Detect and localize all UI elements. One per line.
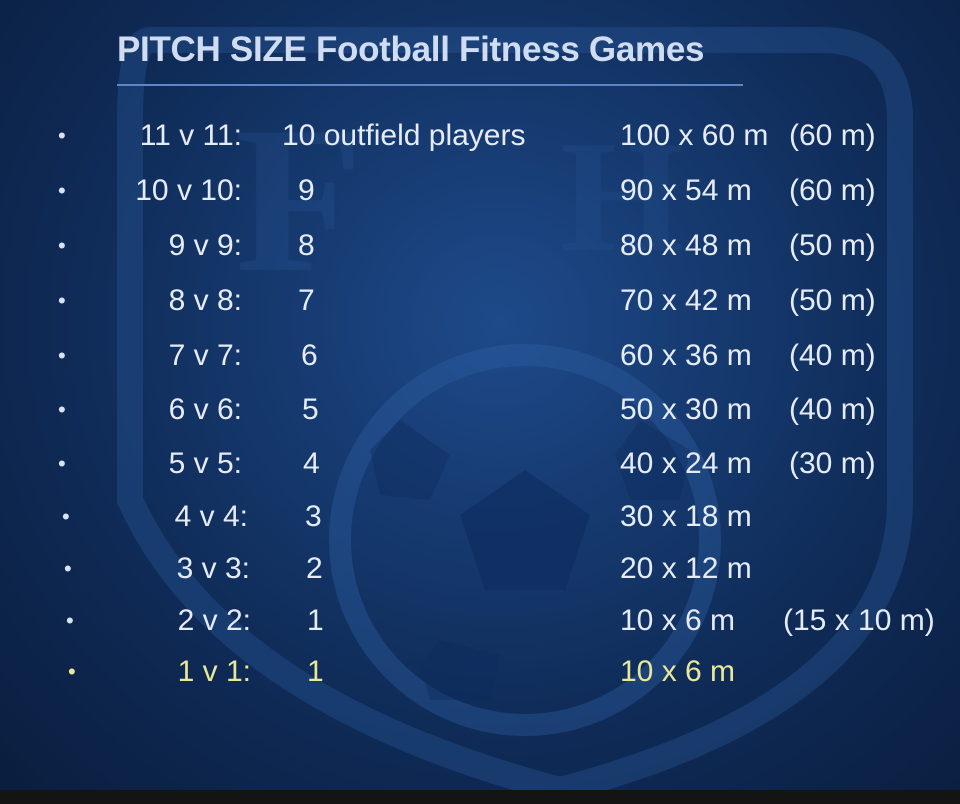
alt-size: (40 m) <box>789 339 876 372</box>
pitch-size: 80 x 48 m <box>620 229 752 262</box>
pitch-size: 50 x 30 m <box>620 393 752 426</box>
match-format: 8 v 8: <box>168 284 242 317</box>
pitch-size: 10 x 6 m <box>620 655 736 688</box>
match-format: 5 v 5: <box>168 447 242 480</box>
match-format: 4 v 4: <box>174 500 248 533</box>
match-format: 10 v 10: <box>135 174 242 207</box>
screen-bezel <box>0 790 960 804</box>
pitch-size: 20 x 12 m <box>620 552 752 585</box>
list-item: • 8 v 8: 7 70 x 42 m (50 m) <box>0 281 960 321</box>
outfield-players: 2 <box>306 552 323 585</box>
alt-size: (50 m) <box>789 229 876 262</box>
bullet: • <box>62 504 70 529</box>
pitch-size: 40 x 24 m <box>620 447 752 480</box>
list-item: • 3 v 3: 2 20 x 12 m <box>0 549 960 589</box>
outfield-players: 4 <box>303 447 320 480</box>
outfield-players: 5 <box>302 393 319 426</box>
match-format: 1 v 1: <box>177 655 251 688</box>
list-item: • 10 v 10: 9 90 x 54 m (60 m) <box>0 171 960 211</box>
bullet: • <box>58 397 66 422</box>
alt-size: (40 m) <box>789 393 876 426</box>
svg-text:H: H <box>560 107 684 285</box>
alt-size: (50 m) <box>789 284 876 317</box>
bullet: • <box>58 178 66 203</box>
list-item: • 5 v 5: 4 40 x 24 m (30 m) <box>0 444 960 484</box>
alt-size: (30 m) <box>789 447 876 480</box>
outfield-players: 9 <box>298 174 315 207</box>
pitch-size: 70 x 42 m <box>620 284 752 317</box>
alt-size: (15 x 10 m) <box>783 604 935 637</box>
list-item: • 9 v 9: 8 80 x 48 m (50 m) <box>0 226 960 266</box>
bullet: • <box>58 123 66 148</box>
match-format: 7 v 7: <box>168 339 242 372</box>
outfield-players: 6 <box>301 339 318 372</box>
bullet: • <box>68 659 76 684</box>
list-item: • 6 v 6: 5 50 x 30 m (40 m) <box>0 390 960 430</box>
svg-text:F: F <box>235 84 373 316</box>
match-format: 9 v 9: <box>168 229 242 262</box>
pitch-size: 30 x 18 m <box>620 500 752 533</box>
bullet: • <box>58 451 66 476</box>
bullet: • <box>58 288 66 313</box>
outfield-players: 1 <box>307 655 324 688</box>
title-underline <box>117 84 743 86</box>
list-item: • 1 v 1: 1 10 x 6 m <box>0 652 960 692</box>
outfield-players: 7 <box>298 284 315 317</box>
list-item: • 11 v 11: 10 outfield players 100 x 60 … <box>0 116 960 156</box>
outfield-players: 8 <box>298 229 315 262</box>
list-item: • 4 v 4: 3 30 x 18 m <box>0 497 960 537</box>
bullet: • <box>58 343 66 368</box>
match-format: 6 v 6: <box>168 393 242 426</box>
match-format: 11 v 11: <box>139 119 242 152</box>
alt-size: (60 m) <box>789 119 876 152</box>
pitch-size: 10 x 6 m <box>620 604 736 637</box>
outfield-players: 10 outfield players <box>282 119 526 152</box>
pitch-size: 100 x 60 m <box>620 119 769 152</box>
alt-size: (60 m) <box>789 174 876 207</box>
bullet: • <box>58 233 66 258</box>
outfield-players: 3 <box>305 500 322 533</box>
match-format: 3 v 3: <box>176 552 250 585</box>
list-item: • 2 v 2: 1 10 x 6 m (15 x 10 m) <box>0 601 960 641</box>
list-item: • 7 v 7: 6 60 x 36 m (40 m) <box>0 336 960 376</box>
pitch-size: 90 x 54 m <box>620 174 752 207</box>
outfield-players: 1 <box>307 604 324 637</box>
slide-title: PITCH SIZE Football Fitness Games <box>117 30 705 69</box>
match-format: 2 v 2: <box>177 604 251 637</box>
bullet: • <box>64 556 72 581</box>
bullet: • <box>66 608 74 633</box>
pitch-size: 60 x 36 m <box>620 339 752 372</box>
